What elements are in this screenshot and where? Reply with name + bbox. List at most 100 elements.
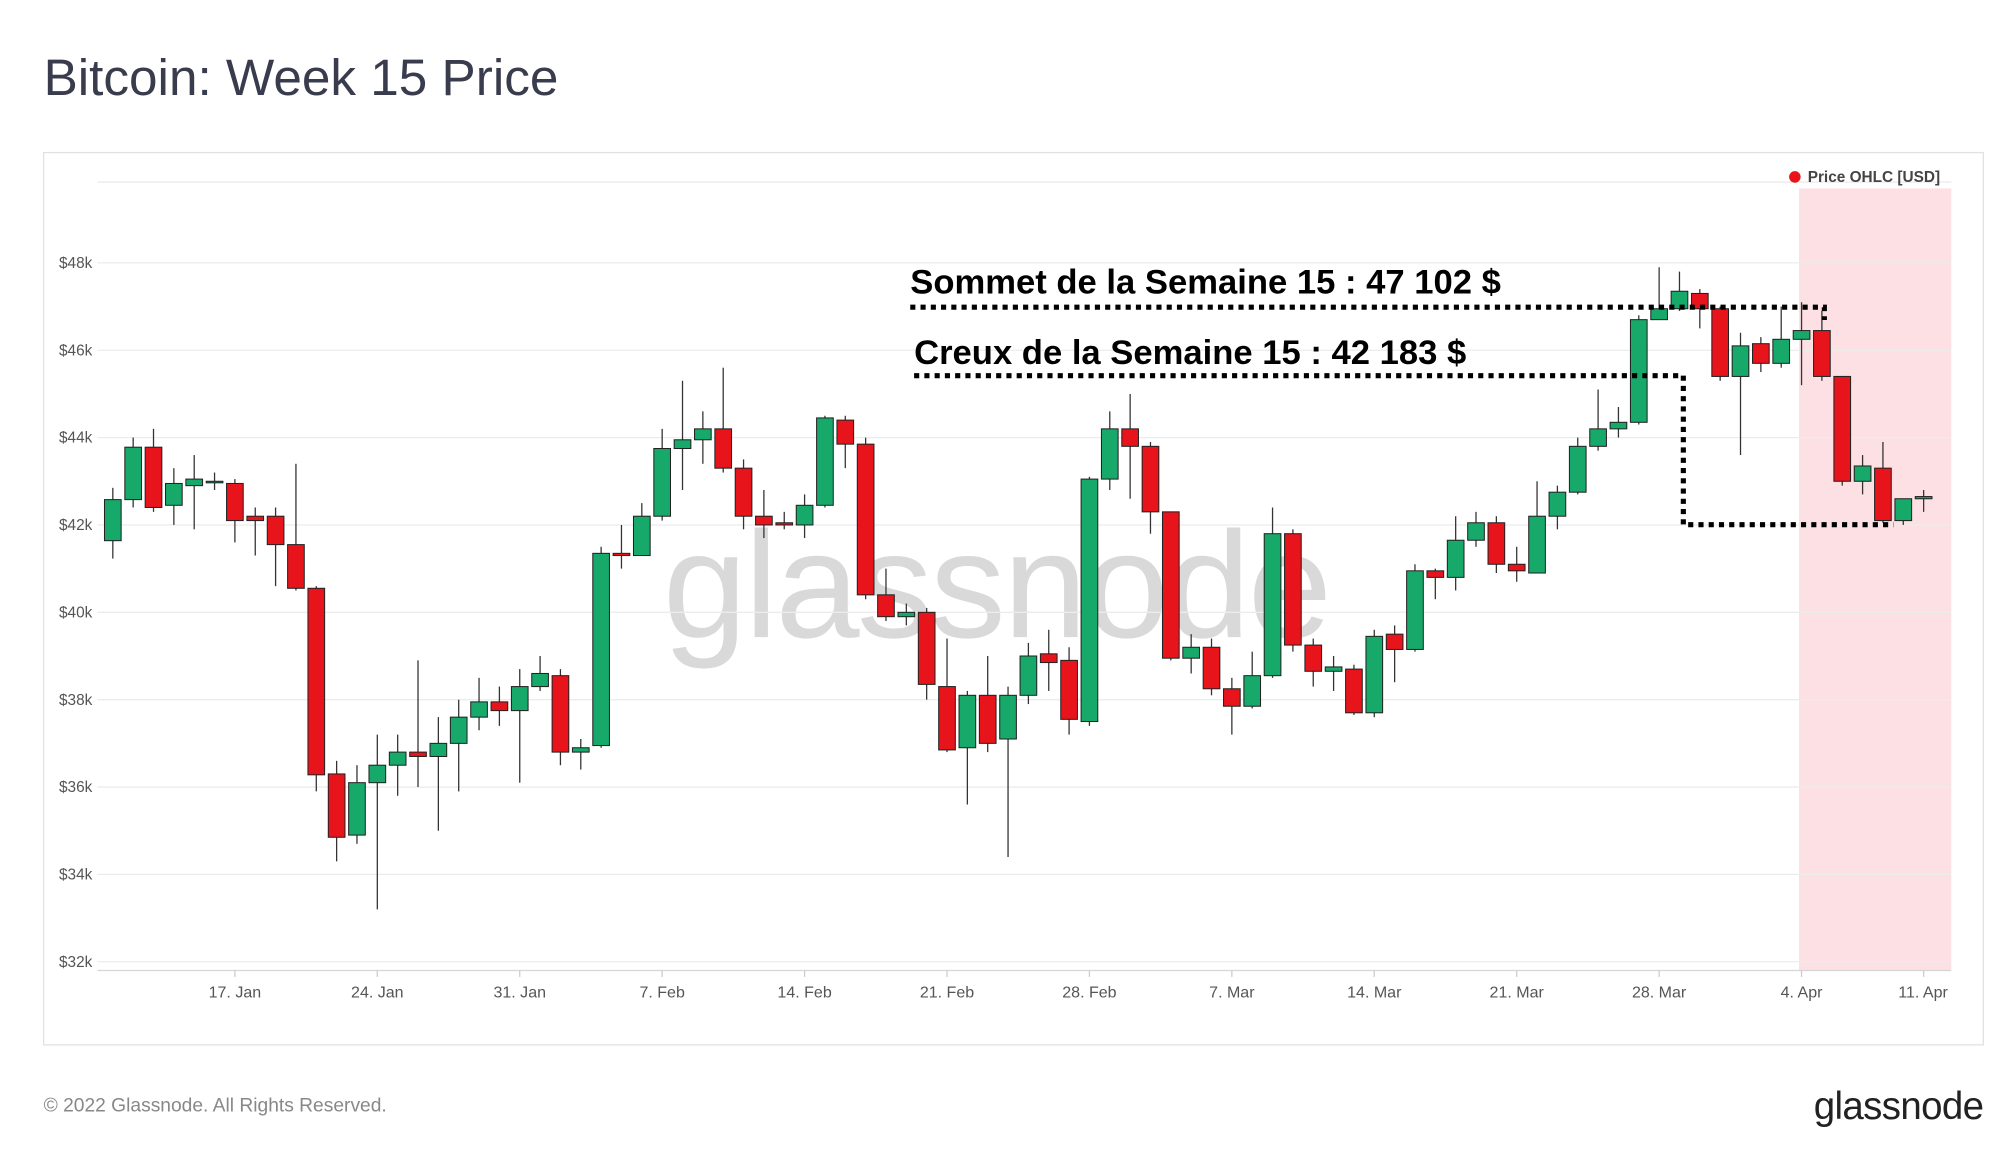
annotation: Creux de la Semaine 15 : 42 183 $ [914,334,1466,372]
candle-body [1609,421,1628,430]
x-tick-label: 17. Jan [209,983,262,1001]
candle-body [694,428,712,441]
candle-body [287,544,305,589]
candle-body [1813,330,1831,377]
x-tick-label: 14. Mar [1347,983,1402,1001]
candle-body [1223,688,1241,707]
candle-body [368,764,387,784]
candle-body [226,482,244,522]
candle-body [1589,428,1607,447]
candle-body [632,515,651,557]
candle-body [185,478,204,487]
candle-body [1446,539,1465,578]
candle-body [653,447,672,517]
candle-body [327,773,346,838]
candle-body [1833,375,1852,482]
candle-body [531,672,549,688]
candle-body [246,515,265,522]
candle-body [1284,533,1302,646]
candle-body [1548,491,1567,517]
x-tick-label: 28. Mar [1632,983,1687,1001]
y-tick-label: $32k [59,954,93,971]
x-tick-label: 21. Mar [1490,983,1545,1001]
candle-body [266,515,285,546]
candle-body [307,587,326,776]
candle-body [571,747,590,753]
candle-body [1711,308,1730,377]
candle-body [551,675,570,753]
candle-body [592,552,610,747]
candle-body [897,611,916,618]
watermark: glassnode [663,501,1330,670]
candle-body [795,504,814,526]
candle-body [1467,522,1485,541]
y-tick-label: $42k [59,517,93,534]
y-tick-label: $46k [59,342,93,359]
candle-body [1385,633,1404,650]
candle-body [1263,533,1282,677]
x-tick-label: 7. Feb [639,983,684,1001]
candle-body [1121,428,1139,447]
candle-body [409,751,427,757]
candle-body [734,467,753,517]
x-tick-label: 14. Feb [777,983,831,1001]
candle-body [856,443,875,596]
candle-body [1060,659,1078,720]
annotation: Sommet de la Semaine 15 : 47 102 $ [910,264,1501,302]
candle-body [938,686,956,751]
candle-body [836,419,855,445]
candle-body [816,417,834,506]
candle-body [1345,668,1363,714]
candle-body [124,446,143,501]
candle-body [429,742,448,757]
candle-body [1365,635,1384,714]
candle-body [1650,308,1668,321]
x-tick-label: 28. Feb [1062,983,1116,1001]
y-tick-label: $48k [59,255,93,272]
candle-body [1772,338,1791,364]
candle-body [999,694,1017,740]
candle-body [755,515,773,526]
candle-body [958,694,977,749]
candle-body [449,716,468,744]
candle-body [1629,319,1648,423]
candle-body [470,701,488,718]
x-tick-label: 4. Apr [1781,983,1824,1001]
y-tick-label: $34k [59,867,93,884]
chart-frame [42,151,1984,1046]
candle-body [1792,330,1811,340]
candle-body [1507,563,1526,572]
candle-body [144,446,163,508]
candle-body [1202,646,1221,690]
legend-swatch [1789,171,1801,183]
y-tick-label: $36k [59,779,93,796]
footer: © 2022 Glassnode. All Rights Reserved. [44,1096,387,1117]
candle-body [1568,445,1587,493]
candle-body [510,686,529,712]
candle-body [348,782,366,836]
x-tick-label: 11. Apr [1898,983,1948,1001]
candle-body [877,594,895,618]
legend-label: Price OHLC [USD] [1808,169,1940,186]
candle-body [1874,467,1892,522]
candle-body [205,480,224,484]
y-tick-label: $44k [59,430,93,447]
page-title: Bitcoin: Week 15 Price [44,49,559,106]
candle-body [1914,496,1933,500]
annotation-line [914,373,1894,528]
x-tick-label: 31. Jan [493,983,546,1001]
candle-body [1528,515,1546,574]
candle-body [1141,445,1160,513]
candle-body [1161,511,1180,659]
candle-body [103,499,122,542]
candle-body [1752,343,1770,364]
highlight [1798,188,1952,971]
candle-body [775,522,794,526]
candle-body [978,694,997,744]
candle-body [1324,666,1343,672]
y-tick-label: $40k [59,604,93,621]
candle-body [1039,653,1058,664]
candle-body [490,701,509,712]
